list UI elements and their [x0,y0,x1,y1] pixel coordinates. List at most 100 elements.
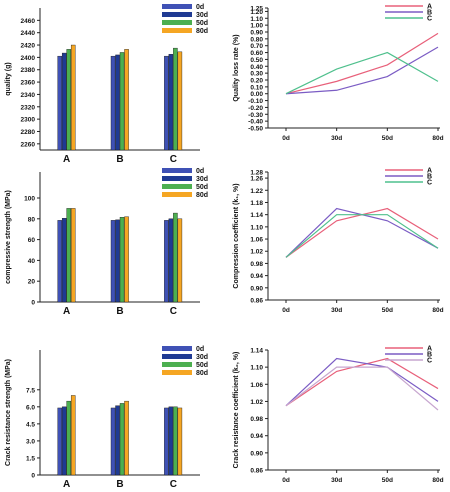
y-tick-label: 1.18 [250,200,263,207]
y-tick-label: 0 [31,473,35,480]
y-tick-label: 100 [24,196,35,203]
x-tick-label: 50d [382,307,393,314]
x-tick-label: A [63,306,70,317]
y-tick-label: 1.10 [250,365,263,372]
bar-C-80d [177,407,183,476]
series-line-B [285,357,439,407]
x-tick-label: 0d [282,135,290,142]
y-tick-label: 2300 [21,117,36,124]
legend-label-80d: 80d [196,370,208,377]
legend-label-50d: 50d [196,20,208,27]
y-tick-label: 0.90 [250,30,263,37]
legend-label-30d: 30d [196,12,208,19]
bar-C-0d [164,55,169,151]
y-tick-label: 7.5 [26,387,35,394]
bar-A-50d [66,208,71,303]
x-tick-label: B [116,306,123,317]
legend-swatch-50d [162,362,192,367]
bar-B-0d [110,407,116,476]
bar-B-80d [124,49,129,151]
y-tick-label: 0.00 [250,91,263,98]
legend-swatch-50d [162,184,192,189]
y-tick-label: 2400 [21,55,36,62]
y-tick-label: 1.14 [250,212,263,219]
bar-B-30d [115,54,120,151]
y-tick-label: 1.02 [250,399,263,406]
y-tick-label: 0.94 [250,273,263,280]
x-tick-label: 0d [282,477,290,484]
y-tick-label: -0.40 [248,119,263,126]
y-tick-label: 0.30 [250,71,263,78]
y-tick-label: -0.10 [248,98,263,105]
y-tick-label: 1.26 [250,176,263,183]
y-tick-label: 0.98 [250,261,263,268]
legend-swatch-0d [162,168,192,173]
bar-B-30d [115,405,120,476]
y-tick-label: 80 [28,216,36,223]
y-tick-label: 0.10 [250,84,263,91]
y-tick-label: 1.22 [250,188,263,195]
chart-panel-3: 0 20 40 60 80 100 compressive strength (MPa) A B… [5,168,208,317]
legend-label-A: A [427,168,432,175]
x-tick-label: B [116,154,123,165]
legend-label-30d: 30d [196,176,208,183]
y-tick-label: 0.94 [250,433,263,440]
x-tick-label: 80d [432,307,443,314]
legend-label-B: B [427,10,432,17]
y-tick-label: 0.90 [250,285,263,292]
bar-A-80d [70,44,76,151]
series-line-A [285,32,439,95]
bar-C-50d [173,406,178,476]
x-tick-label: 50d [382,477,393,484]
bar-B-0d [110,55,116,151]
chart-panel-4: 0.86 0.90 0.94 0.98 1.02 1.06 1.10 1.14 1.18 1.22… [233,168,444,315]
chart-panel-6: 0.86 0.90 0.94 0.98 1.02 1.06 1.10 1.14 Crack re… [233,346,444,485]
bar-A-80d [70,395,76,476]
y-tick-label: 2440 [21,30,36,37]
legend-label-A: A [427,4,432,11]
x-tick-label: B [116,479,123,490]
legend-label-A: A [427,346,432,353]
bar-C-0d [164,407,169,476]
y-tick-label: 0.50 [250,57,263,64]
y-axis-label: Compression coefficient (k₁, %) [233,183,240,288]
bar-C-0d [164,220,169,303]
y-tick-label: 20 [28,279,36,286]
legend-label-50d: 50d [196,184,208,191]
series-line-C [285,51,439,95]
legend-swatch-80d [162,370,192,375]
y-tick-label: 1.10 [250,16,263,23]
x-tick-label: C [170,479,177,490]
y-tick-label: 0.86 [250,468,263,475]
y-axis-label: Crack resistance coefficient (k₂, %) [233,352,240,469]
x-tick-label: 80d [432,135,443,142]
legend-swatch-30d [162,12,192,17]
y-tick-label: 4.5 [26,421,35,428]
series-line-C [285,214,439,258]
legend-swatch-0d [162,4,192,9]
y-tick-label: 0.60 [250,50,263,57]
legend-label-C: C [427,358,432,365]
y-tick-label: 1.06 [250,382,263,389]
y-axis-label: Crack resistance strength (MPa) [5,359,12,466]
x-tick-label: 30d [331,135,342,142]
bar-B-0d [110,220,116,303]
x-tick-label: 30d [331,477,342,484]
legend-label-0d: 0d [196,346,204,353]
y-tick-label: 1.02 [250,249,263,256]
y-tick-label: 2380 [21,67,36,74]
y-tick-label: 6.0 [26,404,35,411]
series-line-B [285,46,439,95]
legend-label-80d: 80d [196,28,208,35]
y-tick-label: 2340 [21,92,36,99]
y-tick-label: 1.28 [250,170,263,177]
bar-A-0d [57,407,62,476]
y-axis-label: Quality loss rate (%) [233,34,240,101]
legend-swatch-50d [162,20,192,25]
bar-A-30d [61,218,67,303]
legend-label-50d: 50d [196,362,208,369]
bar-C-30d [168,54,174,151]
y-tick-label: 1.20 [250,9,263,16]
y-tick-label: 2280 [21,129,36,136]
x-tick-label: A [63,154,70,165]
